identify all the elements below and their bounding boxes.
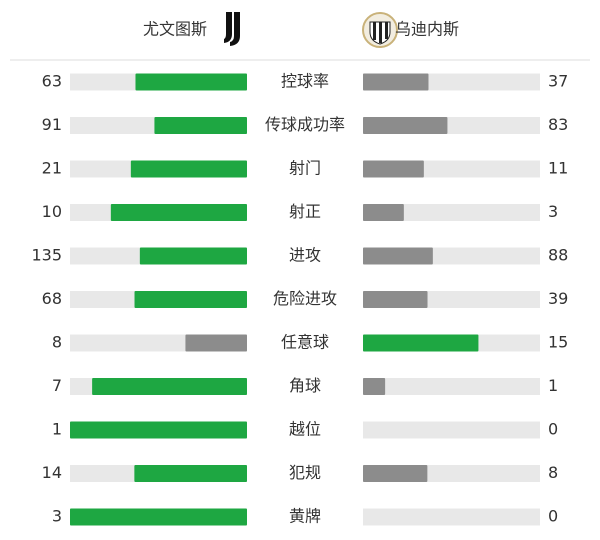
bar-track bbox=[363, 421, 540, 439]
bar-track bbox=[363, 508, 540, 526]
away-value: 83 bbox=[548, 115, 568, 134]
home-bar bbox=[135, 73, 247, 91]
away-team-logo bbox=[362, 12, 398, 48]
home-bar bbox=[134, 465, 247, 482]
away-value: 15 bbox=[548, 333, 568, 352]
away-value: 1 bbox=[548, 376, 558, 395]
stat-label: 任意球 bbox=[281, 333, 329, 352]
home-team-logo bbox=[224, 12, 240, 46]
away-value: 37 bbox=[548, 72, 568, 91]
away-bar bbox=[363, 247, 433, 265]
home-value: 68 bbox=[42, 289, 62, 308]
home-bar bbox=[110, 204, 247, 221]
home-value: 63 bbox=[42, 72, 62, 91]
home-value: 21 bbox=[42, 159, 62, 178]
away-value: 0 bbox=[548, 420, 558, 439]
away-bar bbox=[363, 291, 428, 308]
away-value: 39 bbox=[548, 289, 568, 308]
home-bar bbox=[130, 160, 247, 178]
stat-label: 角球 bbox=[289, 376, 321, 395]
home-team-name: 尤文图斯 bbox=[143, 20, 207, 39]
home-value: 7 bbox=[52, 376, 62, 395]
away-bar bbox=[363, 334, 479, 352]
stat-label: 传球成功率 bbox=[265, 115, 345, 134]
stat-label: 射门 bbox=[289, 159, 321, 178]
away-bar bbox=[363, 465, 428, 482]
home-bar bbox=[185, 334, 247, 352]
home-bar bbox=[154, 117, 247, 134]
home-value: 10 bbox=[42, 202, 62, 221]
away-value: 88 bbox=[548, 246, 568, 265]
stat-label: 犯规 bbox=[289, 463, 321, 482]
home-value: 8 bbox=[52, 333, 62, 352]
home-bar bbox=[92, 378, 247, 395]
away-bar bbox=[363, 160, 424, 178]
away-bar bbox=[363, 378, 386, 395]
away-value: 11 bbox=[548, 159, 568, 178]
away-team-name: 乌迪内斯 bbox=[395, 20, 459, 39]
stat-label: 越位 bbox=[289, 420, 321, 439]
away-value: 8 bbox=[548, 463, 558, 482]
home-bar bbox=[134, 291, 247, 308]
home-value: 14 bbox=[42, 463, 62, 482]
stat-label: 射正 bbox=[289, 202, 321, 221]
home-value: 91 bbox=[42, 115, 62, 134]
home-value: 135 bbox=[31, 246, 62, 265]
bar-track bbox=[363, 204, 540, 221]
home-bar bbox=[139, 247, 247, 265]
away-value: 0 bbox=[548, 507, 558, 526]
home-bar bbox=[70, 421, 247, 439]
stat-label: 黄牌 bbox=[289, 507, 321, 526]
stat-label: 进攻 bbox=[289, 246, 321, 265]
bar-track bbox=[363, 378, 540, 395]
away-bar bbox=[363, 117, 448, 134]
home-value: 3 bbox=[52, 507, 62, 526]
home-bar bbox=[70, 508, 247, 526]
away-bar bbox=[363, 73, 429, 91]
home-value: 1 bbox=[52, 420, 62, 439]
away-value: 3 bbox=[548, 202, 558, 221]
stat-label: 控球率 bbox=[281, 72, 329, 91]
away-bar bbox=[363, 204, 404, 221]
stat-label: 危险进攻 bbox=[273, 289, 337, 308]
